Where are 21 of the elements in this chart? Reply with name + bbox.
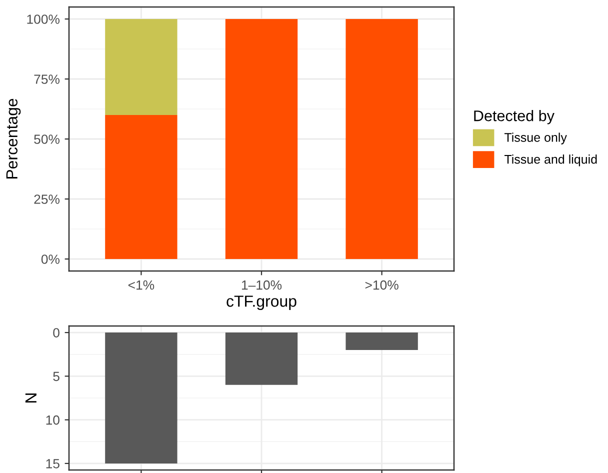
bar	[105, 332, 178, 464]
x-tick-label: >10%	[365, 280, 398, 290]
bar	[225, 332, 298, 385]
y-tick-label: 0	[53, 328, 60, 338]
x-tick-label: 1–10%	[242, 280, 282, 290]
y-axis-title: N	[25, 394, 36, 402]
y-tick-label: 5	[53, 372, 60, 382]
y-axis-title: Percentage	[6, 98, 21, 179]
legend-title: Detected by	[474, 110, 554, 124]
y-tick-label: 10	[46, 415, 60, 425]
x-axis-title: cTF.group	[226, 296, 296, 310]
legend-label: Tissue and liquid	[504, 154, 597, 166]
y-tick-label: 25%	[34, 194, 60, 204]
y-tick-label: 50%	[34, 134, 60, 144]
y-tick-label: 0%	[41, 254, 60, 264]
x-tick-label: <1%	[128, 280, 154, 290]
y-tick-label: 75%	[34, 74, 60, 84]
y-tick-label: 100%	[27, 14, 60, 24]
legend-label: Tissue only	[504, 132, 567, 144]
y-tick-label: 15	[46, 459, 60, 468]
bar	[346, 332, 418, 350]
